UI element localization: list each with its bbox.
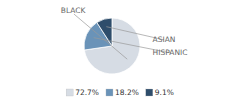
legend-item: 9.1% xyxy=(146,88,174,97)
slice-label: BLACK xyxy=(61,6,87,15)
pie-slice xyxy=(97,18,112,46)
legend-swatch xyxy=(66,89,73,96)
slice-label: ASIAN xyxy=(153,35,176,44)
leader-line xyxy=(74,14,127,59)
annotations: BLACK HISPANIC ASIAN xyxy=(61,6,188,59)
chart: BLACK HISPANIC ASIAN 72.7% 18.2% 9.1% xyxy=(0,0,240,100)
slice-label: HISPANIC xyxy=(153,48,188,57)
legend-item: 72.7% xyxy=(66,88,99,97)
legend: 72.7% 18.2% 9.1% xyxy=(66,88,174,97)
legend-label: 9.1% xyxy=(155,88,174,97)
legend-label: 72.7% xyxy=(75,88,99,97)
legend-item: 18.2% xyxy=(106,88,139,97)
legend-swatch xyxy=(106,89,113,96)
legend-label: 18.2% xyxy=(115,88,139,97)
legend-swatch xyxy=(146,89,153,96)
